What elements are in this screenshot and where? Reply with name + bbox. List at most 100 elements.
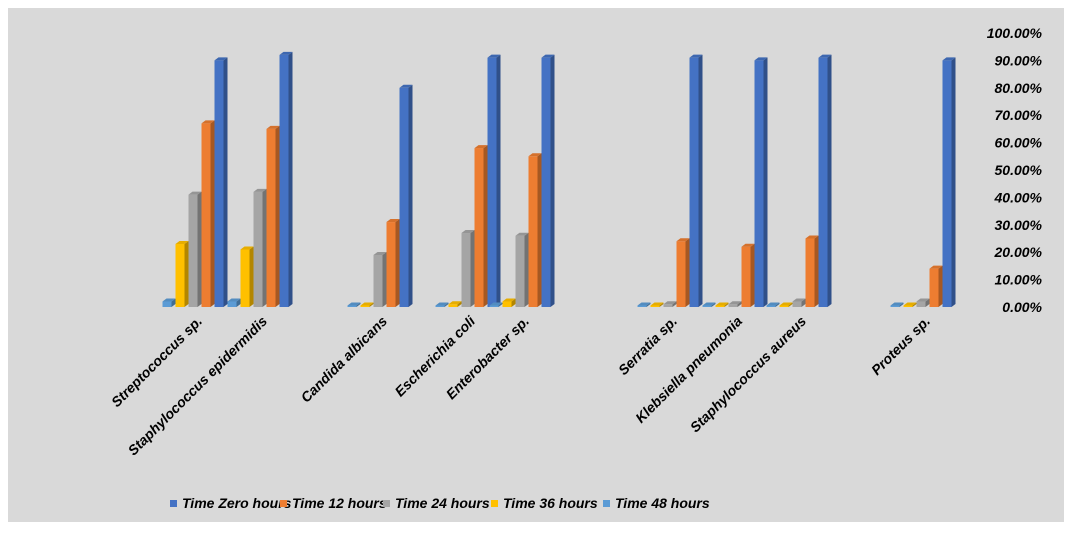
bar-enterobacter-sp-time-zero-hours — [541, 54, 555, 307]
bar-side — [750, 243, 755, 307]
legend-label: Time 12 hours — [292, 495, 387, 511]
bar-front — [227, 301, 237, 307]
legend-item-time-24-hours: Time 24 hours — [383, 495, 490, 511]
bar-escherichia-coli-time-zero-hours — [487, 54, 501, 307]
bar-side — [925, 298, 930, 307]
bar-front — [792, 301, 802, 307]
legend-swatch — [170, 500, 177, 507]
bar-front — [676, 241, 686, 307]
bar-staphylococcus-epidermidis-time-12-hours — [266, 125, 280, 308]
bar-front — [942, 60, 952, 308]
bar-top — [253, 188, 267, 192]
bar-top — [541, 54, 555, 58]
bar-proteus-sp-time-24-hours — [916, 298, 930, 307]
bar-front — [541, 57, 551, 307]
bar-side — [236, 298, 241, 307]
bar-front — [347, 305, 357, 307]
y-tick-label: 90.00% — [995, 52, 1043, 68]
bar-staphylococcus-aureus-time-36-hours — [779, 302, 793, 307]
bar-front — [903, 305, 913, 307]
legend: Time Zero hours Time 12 hours Time 24 hour… — [170, 495, 710, 511]
bar-top — [702, 302, 716, 306]
bar-enterobacter-sp-time-12-hours — [528, 153, 542, 307]
bar-side — [262, 188, 267, 307]
bar-streptococcus-sp-time-zero-hours — [214, 57, 228, 308]
bar-top — [448, 301, 462, 305]
bar-side — [496, 54, 501, 307]
bar-top — [502, 298, 516, 302]
bar-front — [650, 305, 660, 307]
bar-side — [827, 54, 832, 307]
y-tick-label: 40.00% — [994, 189, 1043, 205]
bar-side — [524, 232, 529, 307]
bar-staphylococcus-epidermidis-time-36-hours — [240, 246, 254, 307]
bar-candida-albicans-time-36-hours — [360, 302, 374, 307]
bar-front — [663, 304, 673, 307]
bar-side — [288, 51, 293, 307]
bar-top — [347, 302, 361, 306]
bar-staphylococcus-aureus-time-zero-hours — [818, 54, 832, 307]
bar-side — [685, 238, 690, 307]
bar-side — [814, 235, 819, 307]
y-tick-label: 20.00% — [994, 244, 1043, 260]
bar-front — [435, 305, 445, 307]
bar-side — [775, 302, 780, 307]
bar-proteus-sp-time-zero-hours — [942, 57, 956, 308]
y-tick-label: 0.00% — [1002, 299, 1042, 315]
legend-swatch — [280, 500, 287, 507]
bar-klebsiella-pneumonia-time-24-hours — [728, 301, 742, 307]
bar-top — [162, 298, 176, 302]
legend-item-time-48-hours: Time 48 hours — [603, 495, 710, 511]
bar-front — [487, 57, 497, 307]
bar-side — [801, 298, 806, 307]
bar-escherichia-coli-time-36-hours — [448, 301, 462, 307]
bar-front — [515, 235, 525, 307]
bar-side — [763, 57, 768, 308]
bar-side — [938, 265, 943, 307]
bar-top — [650, 302, 664, 306]
bar-side — [646, 302, 651, 307]
y-axis: 0.00% 10.00% 20.00% 30.00% 40.00% 50.00% 60.00… — [987, 25, 1043, 315]
bar-top — [515, 232, 529, 236]
bar-proteus-sp-time-12-hours — [929, 265, 943, 307]
y-tick-label: 60.00% — [995, 135, 1043, 151]
bar-top — [188, 191, 202, 195]
bar-front — [201, 123, 211, 307]
bar-candida-albicans-time-zero-hours — [399, 84, 413, 307]
bars-layer — [162, 51, 956, 308]
y-tick-label: 50.00% — [995, 162, 1043, 178]
bar-top — [715, 302, 729, 306]
bar-side — [899, 302, 904, 307]
bar-top — [386, 219, 400, 223]
bar-top — [818, 54, 832, 58]
bar-front — [240, 249, 250, 307]
bar-top — [903, 302, 917, 306]
bar-side — [672, 301, 677, 307]
bar-side — [912, 302, 917, 307]
bar-streptococcus-sp-time-12-hours — [201, 120, 215, 307]
bar-streptococcus-sp-time-48-hours — [162, 298, 176, 307]
bar-side — [184, 240, 189, 307]
bar-staphylococcus-aureus-time-48-hours — [766, 302, 780, 307]
bar-top — [676, 238, 690, 242]
bar-side — [356, 302, 361, 307]
bar-top — [279, 51, 293, 55]
bar-staphylococcus-epidermidis-time-48-hours — [227, 298, 241, 307]
bar-front — [715, 305, 725, 307]
bar-front — [373, 254, 383, 307]
bar-front — [279, 54, 289, 307]
bar-top — [214, 57, 228, 61]
bar-top — [942, 57, 956, 61]
y-tick-label: 30.00% — [995, 217, 1043, 233]
bar-side — [483, 145, 488, 307]
bar-proteus-sp-time-36-hours — [903, 302, 917, 307]
bar-streptococcus-sp-time-36-hours — [175, 240, 189, 307]
bar-escherichia-coli-time-12-hours — [474, 145, 488, 307]
bar-side — [249, 246, 254, 307]
bar-side — [395, 219, 400, 307]
y-tick-label: 80.00% — [995, 80, 1043, 96]
legend-label: Time 36 hours — [503, 495, 598, 511]
bar-side — [511, 298, 516, 307]
bar-front — [489, 305, 499, 307]
bar-staphylococcus-aureus-time-12-hours — [805, 235, 819, 307]
